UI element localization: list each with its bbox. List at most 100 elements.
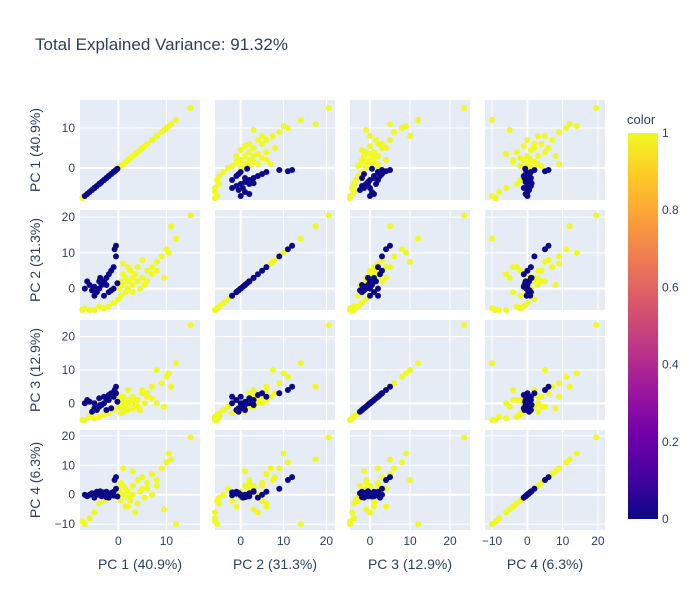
data-point (363, 296, 369, 303)
data-point (387, 121, 393, 127)
data-point (369, 398, 375, 405)
data-point (153, 267, 160, 274)
data-point (229, 497, 236, 504)
data-point (250, 274, 257, 281)
data-point (81, 285, 88, 292)
data-point (361, 405, 367, 412)
data-point (120, 161, 127, 167)
data-point (229, 492, 236, 499)
data-point (359, 147, 365, 153)
y-tick-label: 20 (62, 429, 76, 443)
data-point (250, 153, 257, 159)
data-point (415, 235, 421, 242)
data-point (115, 403, 122, 410)
data-point (79, 518, 86, 525)
data-point (510, 264, 517, 271)
data-point (242, 468, 248, 475)
data-point (415, 117, 421, 123)
data-point (141, 494, 148, 501)
data-point (158, 253, 165, 260)
data-point (153, 367, 160, 373)
data-point (108, 405, 115, 412)
data-point (403, 123, 409, 129)
data-point (522, 165, 529, 172)
data-point (149, 264, 155, 271)
data-point (101, 305, 107, 312)
data-point (399, 373, 405, 380)
data-point (229, 177, 236, 183)
x-tick-label: 0 (367, 534, 374, 548)
data-point (563, 373, 570, 380)
data-point (355, 292, 361, 299)
data-point (91, 307, 98, 313)
data-point (254, 161, 261, 167)
data-point (122, 289, 129, 296)
data-point (492, 307, 499, 313)
data-point (566, 383, 573, 390)
data-point (325, 322, 332, 328)
data-point (101, 292, 107, 299)
data-point (276, 380, 283, 387)
data-point (246, 390, 253, 397)
data-point (375, 285, 381, 292)
data-point (461, 322, 467, 328)
data-point (139, 387, 146, 393)
data-point (250, 145, 257, 151)
data-point (369, 165, 375, 172)
data-point (312, 223, 319, 230)
y-axis-title: PC 1 (40.9%) (27, 108, 43, 192)
data-point (89, 408, 95, 415)
data-point (103, 175, 110, 181)
panel-r1-c4 (485, 100, 605, 201)
data-point (224, 165, 231, 171)
data-point (371, 153, 377, 159)
data-point (267, 260, 274, 267)
data-point (250, 402, 257, 408)
data-point (593, 212, 600, 219)
data-point (556, 253, 563, 260)
x-tick-label: 20 (443, 534, 457, 548)
data-point (325, 434, 332, 441)
data-point (503, 509, 510, 516)
data-point (149, 471, 155, 478)
data-point (526, 287, 533, 294)
data-point (96, 395, 103, 402)
data-point (399, 459, 405, 466)
data-point (375, 264, 381, 271)
data-point (513, 303, 520, 310)
data-point (284, 387, 291, 393)
data-point (351, 500, 357, 507)
data-point (149, 271, 155, 278)
data-point (284, 459, 291, 466)
data-point (573, 123, 580, 129)
data-point (165, 249, 172, 256)
data-point (355, 163, 361, 169)
data-point (96, 500, 103, 507)
colorbar-tick-label: 0.4 (662, 358, 679, 372)
y-tick-label: 0 (68, 161, 75, 175)
data-point (105, 392, 112, 398)
data-point (263, 471, 270, 478)
data-point (407, 367, 413, 373)
data-point (383, 157, 389, 163)
x-tick-label: −10 (482, 534, 503, 548)
data-point (312, 121, 319, 127)
data-point (461, 434, 467, 441)
colorbar: color 0 0.2 0.4 0.6 0.8 1 (627, 112, 679, 526)
data-point (573, 450, 580, 457)
data-point (259, 267, 266, 274)
panel-r2-c2 (212, 210, 335, 313)
data-point (513, 181, 520, 187)
data-point (552, 153, 559, 159)
data-point (168, 383, 175, 390)
y-tick-label: 10 (62, 363, 76, 377)
data-point (224, 403, 231, 410)
y-tick-label: 0 (68, 488, 75, 502)
data-point (280, 249, 287, 256)
data-point (224, 296, 231, 303)
data-point (263, 393, 270, 400)
data-point (187, 434, 194, 441)
data-point (391, 129, 397, 135)
colorbar-tick-label: 0 (662, 512, 669, 526)
colorbar-tick-label: 0.8 (662, 203, 679, 217)
